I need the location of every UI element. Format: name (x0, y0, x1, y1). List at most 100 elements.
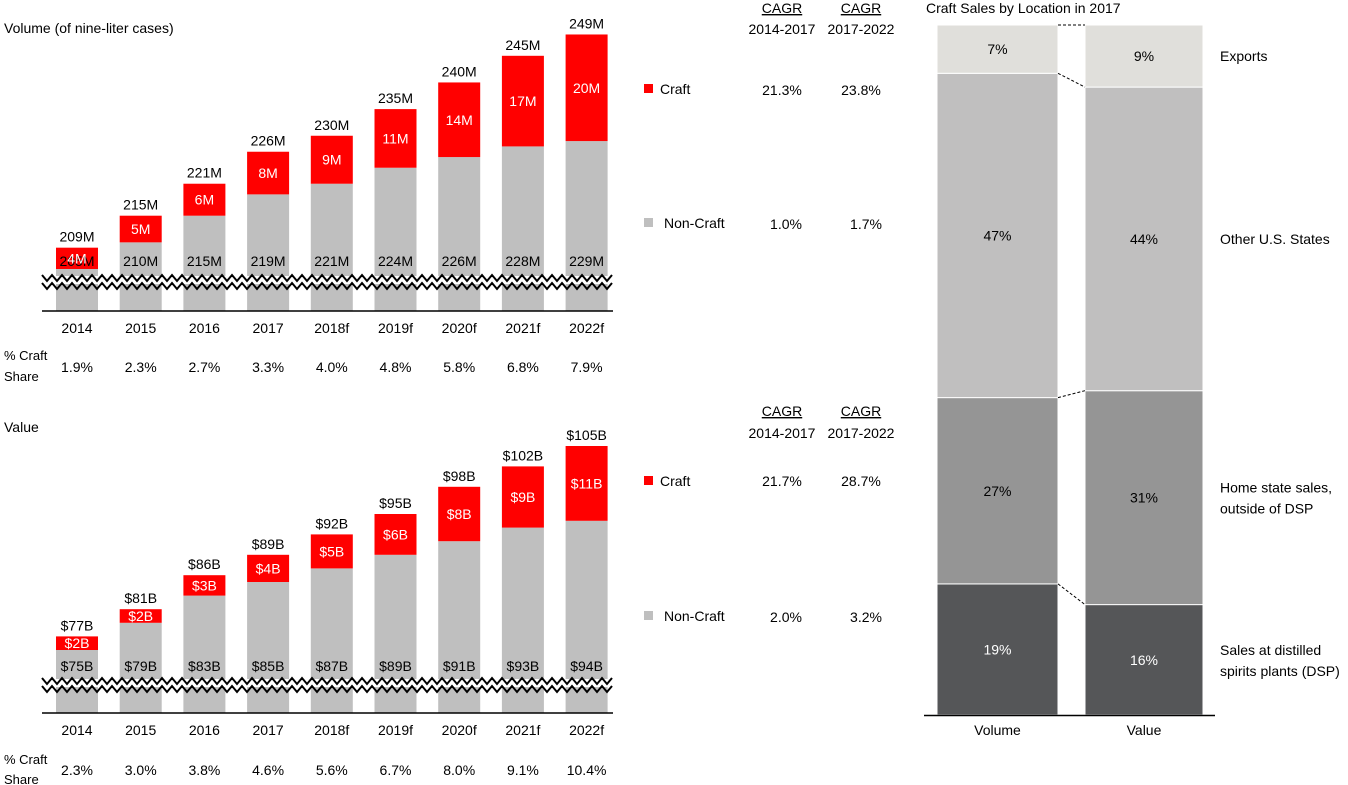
craft-bar (310, 135, 353, 184)
cagr-header-label: CAGR (762, 403, 802, 419)
cagr-header-label: CAGR (841, 0, 881, 16)
cagr-header-label: CAGR (841, 403, 881, 419)
non-craft-bar (247, 194, 290, 311)
craft-share-value: 10.4% (567, 762, 607, 778)
cagr-value: 1.0% (770, 216, 802, 232)
craft-value-label: 14M (446, 112, 473, 128)
value-share-label-1: % Craft (4, 752, 48, 767)
craft-value-label: $11B (571, 475, 603, 491)
non-craft-bar (565, 141, 608, 311)
x-tick-label: 2020f (442, 722, 477, 738)
volume-panel: Volume (of nine-liter cases) 205M4M209M2… (4, 0, 895, 384)
axis-break-line (41, 684, 613, 694)
total-value-label: 221M (187, 165, 222, 181)
x-tick-label: 2015 (125, 320, 156, 336)
craft-bar (56, 247, 98, 269)
axis-break-line (41, 273, 613, 283)
non-craft-bar (247, 582, 290, 713)
x-tick-label: Volume (974, 722, 1021, 738)
total-value-label: 240M (442, 63, 477, 79)
x-tick-label: 2015 (125, 722, 156, 738)
total-value-label: 249M (569, 15, 604, 31)
value-share-label-2: Share (4, 772, 39, 785)
craft-value-label: $2B (65, 635, 90, 651)
non-craft-value-label: 210M (123, 253, 158, 269)
total-value-label: 230M (314, 117, 349, 133)
segment-value-label: 31% (1130, 490, 1158, 506)
non-craft-value-label: $75B (61, 658, 94, 674)
total-value-label: $81B (124, 590, 157, 606)
craft-share-value: 7.9% (571, 359, 603, 375)
craft-value-label: $9B (510, 489, 535, 505)
craft-value-label: $4B (256, 560, 281, 576)
location-segment (936, 72, 1059, 399)
value-legend-non-craft: Non-Craft 2.0% 3.2% (644, 608, 882, 625)
legend-swatch-non-craft (644, 218, 653, 227)
total-value-label: $77B (61, 617, 94, 633)
craft-share-value: 5.8% (443, 359, 475, 375)
volume-share-label-2: Share (4, 369, 39, 384)
location-segment (936, 397, 1059, 585)
location-segment (1084, 24, 1204, 88)
location-segment (936, 583, 1059, 716)
x-tick-label: 2021f (505, 320, 540, 336)
segment-legend-label: Home state sales, (1220, 480, 1332, 496)
non-craft-value-label: $93B (507, 658, 540, 674)
non-craft-value-label: 228M (505, 253, 540, 269)
non-craft-bar (374, 167, 417, 311)
craft-share-value: 2.7% (188, 359, 220, 375)
craft-bar (501, 466, 544, 528)
volume-cagr-header: CAGR 2014-2017 CAGR 2017-2022 (749, 0, 895, 37)
cagr-value: 1.7% (850, 216, 882, 232)
non-craft-bar (310, 183, 353, 311)
segment-legend-label: Other U.S. States (1220, 231, 1330, 247)
craft-bar (119, 215, 162, 243)
x-tick-label: 2014 (61, 722, 92, 738)
axis-break-line (41, 281, 613, 291)
x-tick-label: 2014 (61, 320, 92, 336)
craft-bar (565, 34, 608, 142)
value-cagr-header: CAGR 2014-2017 CAGR 2017-2022 (749, 403, 895, 441)
craft-share-value: 8.0% (443, 762, 475, 778)
location-segment (1084, 390, 1204, 606)
x-tick-label: 2022f (569, 320, 604, 336)
total-value-label: $98B (443, 468, 476, 484)
volume-share-label-1: % Craft (4, 348, 48, 363)
location-stacked-bars: 19% 27% 47% 7% Volume 16% 31% 44% 9% Value Sales a… (924, 24, 1340, 738)
segment-value-label: 44% (1130, 231, 1158, 247)
legend-label: Non-Craft (664, 215, 725, 231)
craft-share-value: 3.8% (188, 762, 220, 778)
x-tick-label: 2017 (253, 320, 284, 336)
craft-value-label: 9M (322, 152, 341, 168)
craft-value-label: 8M (258, 165, 277, 181)
legend-swatch-craft (644, 84, 653, 93)
craft-bar (183, 575, 226, 596)
total-value-label: $95B (379, 495, 412, 511)
cagr-value: 21.7% (762, 473, 802, 489)
non-craft-value-label: 226M (442, 253, 477, 269)
cagr-header-period: 2014-2017 (749, 425, 816, 441)
legend-label: Craft (660, 81, 690, 97)
craft-share-value: 2.3% (61, 762, 93, 778)
non-craft-value-label: $89B (379, 658, 412, 674)
location-segment (1084, 604, 1204, 716)
volume-title: Volume (of nine-liter cases) (4, 20, 174, 36)
craft-bar (119, 609, 162, 623)
segment-value-label: 9% (1134, 48, 1154, 64)
craft-share-value: 3.0% (125, 762, 157, 778)
location-segment (1084, 86, 1204, 392)
craft-value-label: 17M (509, 93, 536, 109)
craft-share-value: 4.6% (252, 762, 284, 778)
total-value-label: 215M (123, 197, 158, 213)
x-tick-label: 2017 (253, 722, 284, 738)
craft-bar (310, 534, 353, 569)
total-value-label: 245M (505, 37, 540, 53)
legend-label: Non-Craft (664, 608, 725, 624)
total-value-label: $89B (252, 536, 285, 552)
craft-value-label: 20M (573, 80, 600, 96)
non-craft-bar (119, 622, 162, 713)
craft-bar (438, 486, 481, 542)
value-title: Value (4, 419, 39, 435)
location-title: Craft Sales by Location in 2017 (926, 0, 1121, 16)
